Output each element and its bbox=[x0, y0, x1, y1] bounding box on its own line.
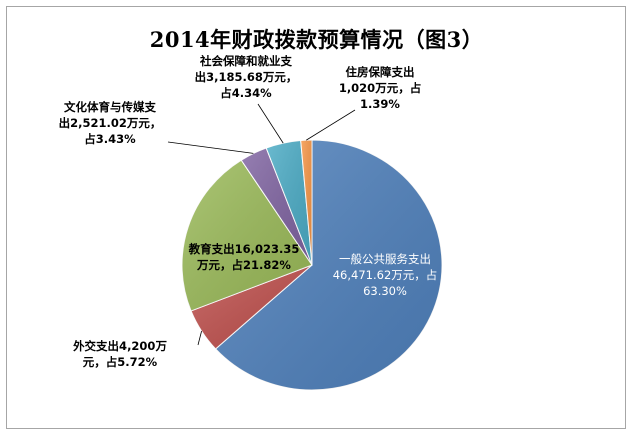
slice-shading bbox=[191, 265, 312, 349]
leader-line bbox=[197, 330, 202, 346]
leader-line bbox=[306, 109, 356, 141]
slice-shading bbox=[241, 148, 312, 265]
label-housing: 住房保障支出 1,020万元，占 1.39% bbox=[339, 65, 421, 111]
label-education: 教育支出16,023.35 万元，占21.82% bbox=[188, 242, 300, 272]
label-culture-sports-media: 文化体育与传媒支出2,521.02万元，占3.43% bbox=[59, 100, 162, 146]
label-foreign-affairs: 外交支出4,200万元，占5.72% bbox=[72, 339, 167, 369]
slice-shading bbox=[182, 160, 312, 311]
leader-line bbox=[167, 141, 254, 154]
leader-line bbox=[257, 103, 284, 144]
slice-shading bbox=[266, 140, 312, 265]
label-social-security-employment: 社会保障和就业支出3,185.68万元，占4.34% bbox=[195, 54, 298, 100]
slice-shading bbox=[300, 140, 312, 265]
chart-title: 2014年财政拨款预算情况（图3） bbox=[149, 27, 484, 52]
slice-shading bbox=[215, 140, 443, 390]
label-general-public-services: 一般公共服务支出 46,471.62万元，占 63.30% bbox=[333, 252, 438, 298]
